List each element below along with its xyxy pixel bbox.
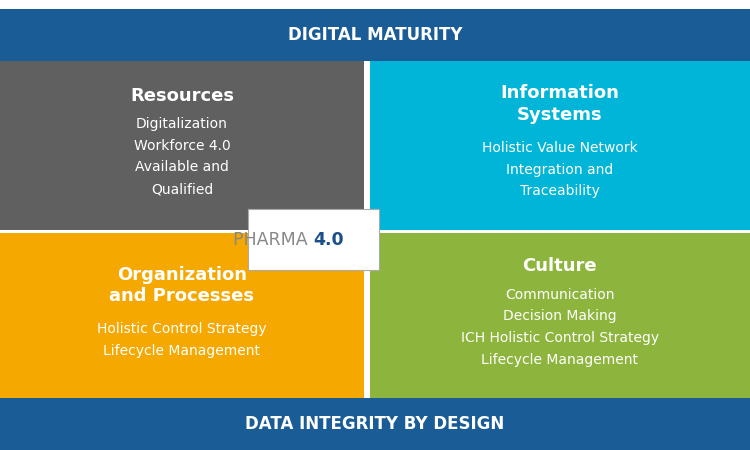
Text: Decision Making: Decision Making xyxy=(503,310,616,324)
Text: Available and: Available and xyxy=(135,161,229,175)
Text: DATA INTEGRITY BY DESIGN: DATA INTEGRITY BY DESIGN xyxy=(245,415,505,433)
Bar xyxy=(370,233,750,398)
Text: Integration and: Integration and xyxy=(506,163,614,177)
Text: Holistic Value Network: Holistic Value Network xyxy=(482,141,638,155)
Text: Organization
and Processes: Organization and Processes xyxy=(110,266,254,305)
Text: Workforce 4.0: Workforce 4.0 xyxy=(134,139,230,153)
Text: PHARMA: PHARMA xyxy=(233,230,314,248)
Bar xyxy=(0,233,364,398)
Text: ICH Holistic Control Strategy: ICH Holistic Control Strategy xyxy=(460,331,659,345)
Text: 4.0: 4.0 xyxy=(314,230,344,248)
Text: Holistic Control Strategy: Holistic Control Strategy xyxy=(97,322,267,337)
Text: Lifecycle Management: Lifecycle Management xyxy=(482,353,638,367)
Bar xyxy=(0,61,364,230)
Text: Traceability: Traceability xyxy=(520,184,600,198)
Bar xyxy=(248,209,379,270)
Text: DIGITAL MATURITY: DIGITAL MATURITY xyxy=(288,26,462,44)
Text: Resources: Resources xyxy=(130,86,234,105)
Text: Lifecycle Management: Lifecycle Management xyxy=(104,344,260,358)
Text: Qualified: Qualified xyxy=(151,182,213,196)
Text: Culture: Culture xyxy=(523,257,597,275)
Bar xyxy=(370,61,750,230)
Text: Digitalization: Digitalization xyxy=(136,117,228,131)
Text: Information
Systems: Information Systems xyxy=(500,85,620,124)
Bar xyxy=(0,398,750,450)
Text: Communication: Communication xyxy=(506,288,615,302)
Bar xyxy=(0,9,750,61)
